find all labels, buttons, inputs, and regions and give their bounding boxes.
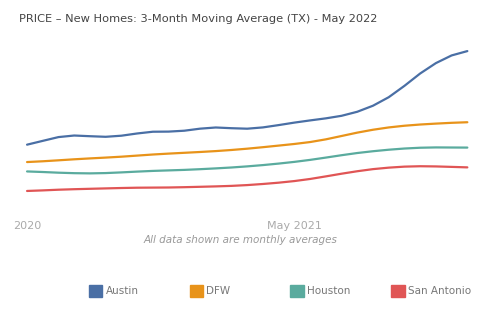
Text: PRICE – New Homes: 3-Month Moving Average (TX) - May 2022: PRICE – New Homes: 3-Month Moving Averag… — [19, 14, 378, 24]
Text: All data shown are monthly averages: All data shown are monthly averages — [143, 235, 337, 245]
Text: San Antonio: San Antonio — [408, 286, 471, 296]
Text: Houston: Houston — [307, 286, 350, 296]
Text: DFW: DFW — [206, 286, 230, 296]
Text: Austin: Austin — [106, 286, 139, 296]
